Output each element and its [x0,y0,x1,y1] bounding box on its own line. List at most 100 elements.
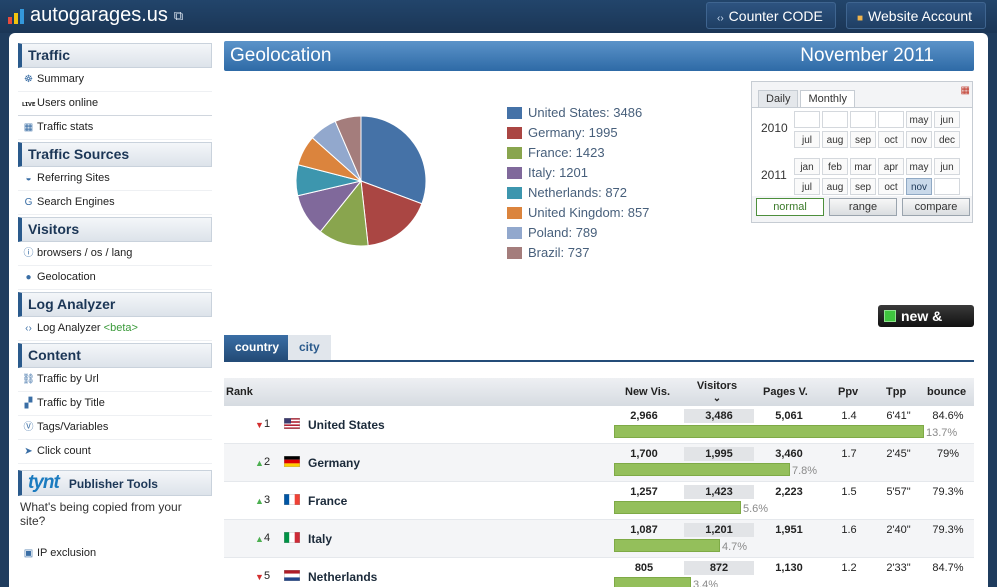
ip-exclusion-icon: ▣ [23,548,34,559]
col-visitors[interactable]: Visitors ⌄ [696,380,738,404]
pie-slice-germany[interactable] [360,180,423,247]
country-name[interactable]: Netherlands [308,570,378,584]
legend-entry[interactable]: Germany: 1995 [507,123,649,143]
col-tpp[interactable]: Tpp [886,386,907,398]
legend-entry[interactable]: United States: 3486 [507,103,649,123]
col-ppv[interactable]: Ppv [838,386,859,398]
sidebar-item-referring-sites[interactable]: ◒ Referring Sites [18,167,212,191]
mode-compare-button[interactable]: compare [902,198,970,216]
sidebar-item-traffic-stats[interactable]: ▦ Traffic stats [18,116,212,140]
sidebar-section-title: Log Analyzer [18,292,212,317]
month-may[interactable]: may [906,111,932,128]
tab-country[interactable]: country [224,335,291,360]
table-row[interactable]: ▲ 2 Germany 1,700 1,995 3,460 1.7 2'45" 79% 7.8% [224,444,974,482]
month-nov[interactable]: nov [906,131,932,148]
legend-entry[interactable]: France: 1423 [507,143,649,163]
counter-code-button[interactable]: ‹› Counter CODE [706,2,836,29]
site-name: autogarages.us [30,4,168,26]
external-link-icon[interactable]: ⧉ [173,7,184,23]
month-dec[interactable]: dec [934,131,960,148]
legend-label: Germany: 1995 [528,125,618,140]
pie-slice-united-states[interactable] [360,115,427,205]
sidebar-item-geolocation[interactable]: ● Geolocation [18,266,212,290]
title-icon: ▞ [24,398,33,409]
month-aug[interactable]: aug [822,178,848,195]
month-grid-2011: jan feb mar apr may jun jul aug sep oct nov [794,158,960,195]
tab-daily[interactable]: Daily [758,90,799,107]
site-logo[interactable]: autogarages.us ⧉ [8,4,183,27]
legend-entry[interactable]: Netherlands: 872 [507,183,649,203]
sidebar-item-label: Traffic by Title [37,397,105,409]
new-lost-button[interactable]: new & lost [878,305,974,346]
sidebar-item-traffic-by-title[interactable]: ▞ Traffic by Title [18,392,212,416]
month-jun[interactable]: jun [934,111,960,128]
sidebar-item-label: Traffic stats [37,121,94,133]
month-apr[interactable]: apr [878,158,904,175]
mode-range-button[interactable]: range [829,198,897,216]
chart-legend: United States: 3486 Germany: 1995 France: … [507,103,649,263]
pages-viewed-value: 2,223 [775,486,803,498]
sidebar-item-summary[interactable]: ☸ Summary [18,68,212,92]
legend-entry[interactable]: United Kingdom: 857 [507,203,649,223]
tynt-logo: tynt [28,472,60,493]
legend-label: Poland: 789 [528,225,598,240]
pie-slice-brazil[interactable] [334,115,362,182]
month-empty [878,111,904,128]
website-account-button[interactable]: ■ Website Account [846,2,986,29]
sidebar-item-log-analyzer[interactable]: ‹› Log Analyzer <beta> [18,317,212,341]
tab-monthly[interactable]: Monthly [800,90,855,107]
month-empty [822,111,848,128]
tynt-publisher-tools[interactable]: tynt Publisher Tools [18,470,212,496]
month-mar[interactable]: mar [850,158,876,175]
legend-entry[interactable]: Brazil: 737 [507,243,649,263]
legend-entry[interactable]: Italy: 1201 [507,163,649,183]
ppv-value: 1.2 [841,562,857,574]
rank-value: 4 [264,532,271,544]
sidebar-item-search-engines[interactable]: G Search Engines [18,191,212,215]
country-name[interactable]: United States [308,418,385,432]
table-row[interactable]: ▲ 4 Italy 1,087 1,201 1,951 1.6 2'40" 79.3% 4.7% [224,520,974,558]
trend-up-icon: ▲ [255,534,264,544]
country-name[interactable]: Italy [308,532,333,546]
sidebar-item-label: Tags/Variables [37,421,109,433]
country-name[interactable]: Germany [308,456,361,470]
sort-down-icon: ⌄ [712,393,722,404]
sidebar-item-click-count[interactable]: ➤ Click count [18,440,212,464]
month-jun[interactable]: jun [934,158,960,175]
month-feb[interactable]: feb [822,158,848,175]
col-rank[interactable]: Rank [226,386,253,398]
month-may[interactable]: may [906,158,932,175]
sidebar-item-label: Geolocation [37,271,96,283]
country-name[interactable]: France [308,494,348,508]
month-oct[interactable]: oct [878,178,904,195]
month-jul[interactable]: jul [794,131,820,148]
month-sep[interactable]: sep [850,178,876,195]
table-row[interactable]: ▼ 5 Netherlands 805 872 1,130 1.2 2'33" 84.7% 3.4… [224,558,974,587]
col-bounce[interactable]: bounce [927,386,967,398]
month-sep[interactable]: sep [850,131,876,148]
code-icon: ‹› [25,323,32,334]
legend-entry[interactable]: Poland: 789 [507,223,649,243]
table-row[interactable]: ▼ 1 United States 2,966 3,486 5,061 1.4 6'41" 84… [224,406,974,444]
col-pages-viewed[interactable]: Pages V. [763,386,808,398]
bounce-value: 79.3% [932,486,964,498]
sidebar-item-browsers-os-lang[interactable]: ⓘ browsers / os / lang [18,242,212,266]
mode-normal-button[interactable]: normal [756,198,824,216]
table-row[interactable]: ▲ 3 France 1,257 1,423 2,223 1.5 5'57" 79.3% 5.6% [224,482,974,520]
sidebar-item-ip-exclusion[interactable]: ▣ IP exclusion [18,542,212,565]
sidebar-item-users-online[interactable]: ʟɪᴠᴇ Users online [18,92,212,116]
month-jul[interactable]: jul [794,178,820,195]
month-aug[interactable]: aug [822,131,848,148]
sidebar-item-tags-variables[interactable]: Ⓥ Tags/Variables [18,416,212,440]
pages-viewed-value: 3,460 [775,448,803,460]
month-oct[interactable]: oct [878,131,904,148]
tab-city[interactable]: city [288,335,331,360]
visitors-value: 1,995 [684,447,754,461]
calendar-icon[interactable]: ▦ [960,85,970,96]
pie-chart [295,115,427,247]
month-jan[interactable]: jan [794,158,820,175]
year-label: 2011 [761,168,787,182]
sidebar-item-traffic-by-url[interactable]: ⛓ Traffic by Url [18,368,212,392]
month-nov[interactable]: nov [906,178,932,195]
col-new-visitors[interactable]: New Vis. [625,386,671,398]
